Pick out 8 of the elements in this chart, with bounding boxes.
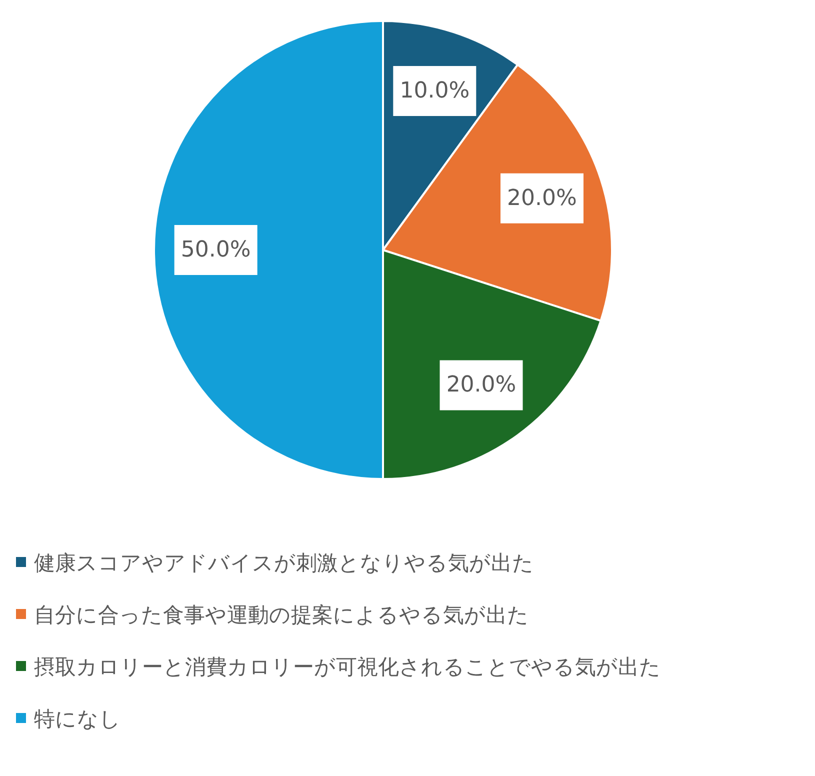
- data-label: 10.0%: [400, 78, 470, 104]
- legend-label: 自分に合った食事や運動の提案によるやる気が出た: [34, 603, 529, 627]
- data-label: 20.0%: [507, 186, 577, 211]
- legend-label: 特になし: [34, 707, 121, 731]
- legend-label: 摂取カロリーと消費カロリーが可視化されることでやる気が出た: [34, 655, 661, 679]
- legend-label: 健康スコアやアドバイスが刺激となりやる気が出た: [34, 551, 534, 575]
- data-label: 50.0%: [180, 238, 251, 262]
- data-label: 20.0%: [446, 372, 516, 398]
